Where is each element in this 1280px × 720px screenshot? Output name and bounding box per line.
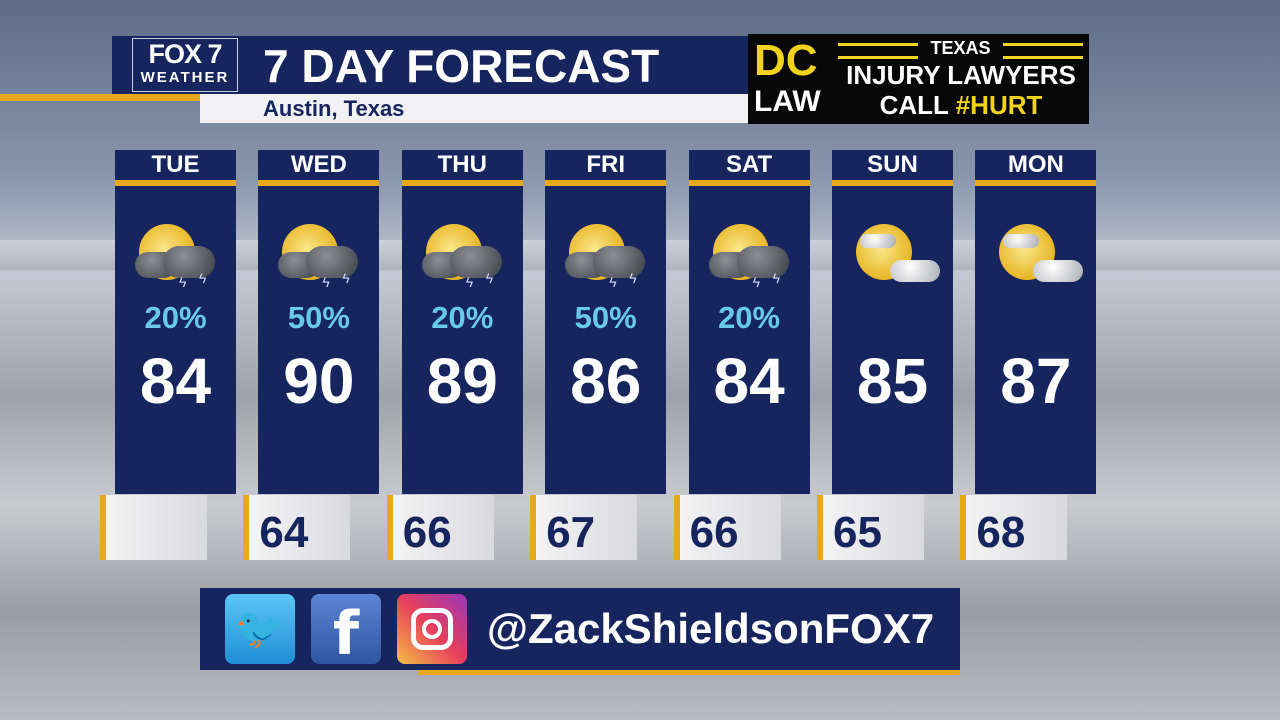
fox7-weather-logo: FOX 7 WEATHER bbox=[132, 38, 238, 92]
high-temp: 87 bbox=[1000, 345, 1072, 417]
day-label: TUE bbox=[115, 150, 236, 186]
partly-cloudy-icon bbox=[975, 224, 1096, 314]
high-temp: 84 bbox=[139, 345, 212, 417]
dc-law-ad: DC LAW TEXAS INJURY LAWYERS CALL #HURT bbox=[748, 34, 1089, 124]
day-label: SAT bbox=[688, 150, 810, 186]
day-label: FRI bbox=[545, 150, 667, 186]
instagram-icon bbox=[397, 594, 467, 664]
day-label: SUN bbox=[832, 150, 953, 186]
ad-hashtag: #HURT bbox=[955, 90, 1043, 120]
high-temp: 85 bbox=[856, 345, 929, 417]
low-temp: 66 bbox=[673, 495, 781, 560]
location: Austin, Texas bbox=[263, 96, 405, 121]
twitter-icon: 🐦 bbox=[225, 594, 295, 664]
precip-chance: 50% bbox=[287, 300, 350, 335]
high-temp: 84 bbox=[713, 345, 785, 417]
title-bar bbox=[112, 36, 748, 94]
low-temp: 64 bbox=[243, 495, 351, 560]
ad-brand-top: DC bbox=[754, 36, 818, 85]
page-title: 7 DAY FORECAST bbox=[263, 40, 660, 92]
high-temp: 86 bbox=[570, 345, 642, 417]
day-label: MON bbox=[975, 150, 1097, 186]
day-label: WED bbox=[258, 150, 380, 186]
precip-chance: 50% bbox=[574, 300, 637, 335]
high-temp: 89 bbox=[426, 345, 498, 417]
social-handle: @ZackShieldsonFOX7 bbox=[487, 605, 935, 652]
ad-line2: INJURY LAWYERS bbox=[846, 60, 1076, 90]
accent-line bbox=[0, 94, 200, 101]
low-temp: 67 bbox=[530, 495, 638, 560]
low-temp bbox=[100, 495, 207, 560]
social-bar: 🐦 f @ZackShieldsonFOX7 bbox=[200, 588, 960, 670]
low-temp: 66 bbox=[386, 495, 494, 560]
day-card-mon: MON 87 bbox=[975, 150, 1097, 494]
precip-chance: 20% bbox=[718, 300, 781, 335]
logo-top: FOX 7 bbox=[148, 39, 222, 69]
facebook-icon: f bbox=[311, 594, 381, 669]
ad-brand-bottom: LAW bbox=[754, 85, 821, 118]
partly-cloudy-icon bbox=[832, 224, 953, 314]
ad-line3: CALL #HURT bbox=[836, 90, 1086, 120]
low-temp: 68 bbox=[960, 495, 1068, 560]
ad-call: CALL bbox=[879, 90, 949, 120]
social-accent-line bbox=[418, 670, 960, 675]
high-temp: 90 bbox=[283, 345, 355, 417]
precip-chance: 20% bbox=[431, 300, 494, 335]
ad-line1: TEXAS bbox=[838, 38, 1083, 59]
logo-bottom: WEATHER bbox=[140, 69, 230, 86]
day-card-sun: SUN 85 bbox=[832, 150, 953, 494]
subtitle-bar bbox=[200, 94, 748, 123]
precip-chance: 20% bbox=[144, 300, 207, 335]
day-label: THU bbox=[401, 150, 523, 186]
low-temp: 65 bbox=[817, 495, 924, 560]
